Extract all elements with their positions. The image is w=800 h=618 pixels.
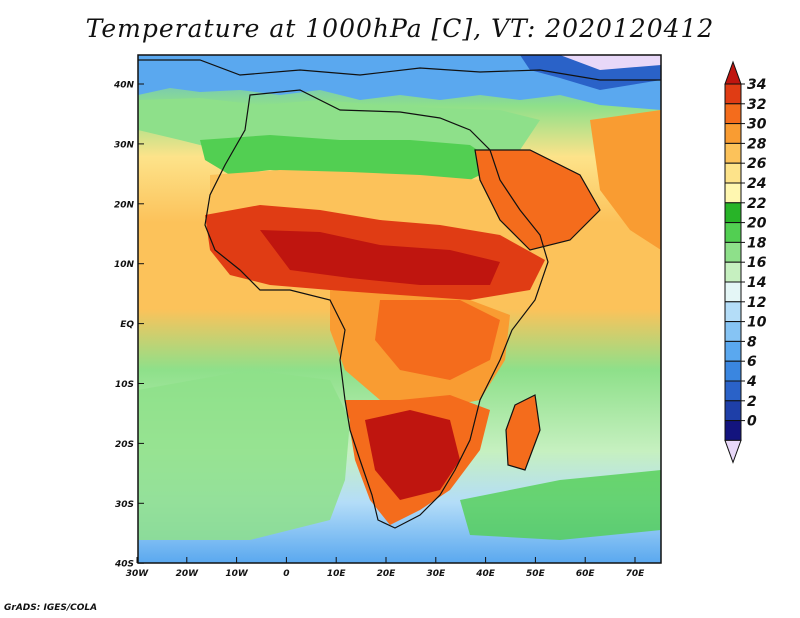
lat-tick-label: 20S bbox=[115, 440, 134, 450]
lat-tick-label: 10N bbox=[114, 260, 135, 270]
lon-tick-label: 30W bbox=[126, 569, 150, 579]
colorbar-label: 16 bbox=[747, 255, 767, 271]
colorbar-swatch bbox=[724, 261, 742, 283]
colorbar-label: 14 bbox=[747, 275, 766, 291]
map-title: Temperature at 1000hPa [C], VT: 20201204… bbox=[85, 14, 715, 43]
colorbar-label: 22 bbox=[747, 196, 766, 212]
colorbar-swatch bbox=[724, 222, 742, 243]
colorbar-swatch bbox=[724, 301, 742, 323]
lon-tick-label: 10E bbox=[327, 569, 347, 579]
colorbar-label: 24 bbox=[747, 176, 766, 192]
credit-text: GrADS: IGES/COLA bbox=[4, 603, 98, 613]
colorbar-label: 34 bbox=[747, 77, 766, 93]
colorbar-swatch bbox=[724, 380, 742, 402]
lon-tick-label: 0 bbox=[283, 569, 289, 579]
colorbar-label: 28 bbox=[747, 136, 767, 152]
colorbar-swatch bbox=[724, 83, 742, 105]
colorbar-swatch bbox=[724, 281, 742, 303]
colorbar-label: 18 bbox=[747, 235, 767, 251]
lon-tick-label: 20W bbox=[176, 569, 200, 579]
colorbar-label: 0 bbox=[747, 414, 757, 430]
colorbar-swatch bbox=[724, 321, 742, 342]
lat-tick-label: 30N bbox=[114, 140, 135, 150]
colorbar-swatch bbox=[724, 340, 742, 362]
colorbar-swatch bbox=[724, 202, 742, 224]
lat-tick-label: 10S bbox=[115, 380, 134, 390]
map-frame bbox=[137, 54, 662, 564]
colorbar-label: 20 bbox=[747, 216, 767, 232]
colorbar-label: 10 bbox=[747, 315, 767, 331]
colorbar-underflow bbox=[724, 439, 742, 464]
lat-tick-label: 40S bbox=[114, 560, 134, 570]
lon-tick-label: 60E bbox=[576, 569, 596, 579]
lon-tick-label: 10W bbox=[225, 569, 249, 579]
colorbar-label: 26 bbox=[747, 156, 767, 172]
colorbar-label: 6 bbox=[747, 354, 757, 370]
colorbar-swatch bbox=[724, 142, 742, 164]
colorbar-label: 8 bbox=[747, 334, 757, 350]
colorbar-label: 4 bbox=[746, 374, 757, 390]
latitude-axis: 40N 30N 20N 10N EQ 10S 20S 30S 40S bbox=[113, 81, 144, 570]
lat-tick-label: EQ bbox=[120, 320, 134, 330]
colorbar-label: 32 bbox=[747, 97, 766, 113]
longitude-axis: 30W 20W 10W 0 10E 20E 30E 40E 50E 60E 70E bbox=[126, 557, 645, 579]
colorbar-swatch bbox=[724, 241, 742, 263]
lat-tick-label: 30S bbox=[115, 500, 134, 510]
colorbar-swatch bbox=[724, 360, 742, 382]
lat-tick-label: 40N bbox=[113, 81, 135, 91]
temperature-field bbox=[138, 55, 661, 563]
colorbar-label: 12 bbox=[747, 295, 766, 311]
lon-tick-label: 70E bbox=[626, 569, 646, 579]
colorbar-swatch bbox=[724, 123, 742, 144]
colorbar-swatch bbox=[724, 103, 742, 125]
colorbar-swatch bbox=[724, 400, 742, 422]
lon-tick-label: 40E bbox=[475, 569, 496, 579]
colorbar-label: 30 bbox=[747, 117, 767, 133]
colorbar-swatch bbox=[724, 162, 742, 184]
lon-tick-label: 30E bbox=[426, 569, 446, 579]
colorbar-swatch bbox=[724, 182, 742, 204]
colorbar-swatch bbox=[724, 420, 742, 441]
lon-tick-label: 50E bbox=[526, 569, 546, 579]
coastlines bbox=[138, 59, 661, 529]
colorbar-overflow bbox=[724, 60, 742, 85]
lon-tick-label: 20E bbox=[377, 569, 397, 579]
lat-tick-label: 20N bbox=[114, 200, 135, 210]
colorbar-label: 2 bbox=[747, 394, 757, 410]
